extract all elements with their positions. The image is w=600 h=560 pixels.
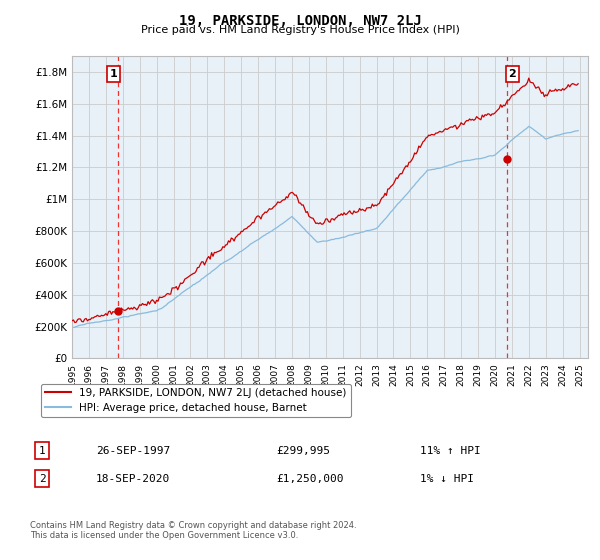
Text: 1% ↓ HPI: 1% ↓ HPI xyxy=(420,474,474,484)
Text: 2: 2 xyxy=(508,69,516,79)
Text: 2: 2 xyxy=(38,474,46,484)
Text: 19, PARKSIDE, LONDON, NW7 2LJ: 19, PARKSIDE, LONDON, NW7 2LJ xyxy=(179,14,421,28)
Text: £1,250,000: £1,250,000 xyxy=(276,474,343,484)
Text: 1: 1 xyxy=(38,446,46,456)
Text: Price paid vs. HM Land Registry's House Price Index (HPI): Price paid vs. HM Land Registry's House … xyxy=(140,25,460,35)
Text: 26-SEP-1997: 26-SEP-1997 xyxy=(96,446,170,456)
Text: 1: 1 xyxy=(109,69,117,79)
Text: £299,995: £299,995 xyxy=(276,446,330,456)
Text: 11% ↑ HPI: 11% ↑ HPI xyxy=(420,446,481,456)
Legend: 19, PARKSIDE, LONDON, NW7 2LJ (detached house), HPI: Average price, detached hou: 19, PARKSIDE, LONDON, NW7 2LJ (detached … xyxy=(41,384,350,417)
Text: 18-SEP-2020: 18-SEP-2020 xyxy=(96,474,170,484)
Text: Contains HM Land Registry data © Crown copyright and database right 2024.
This d: Contains HM Land Registry data © Crown c… xyxy=(30,521,356,540)
